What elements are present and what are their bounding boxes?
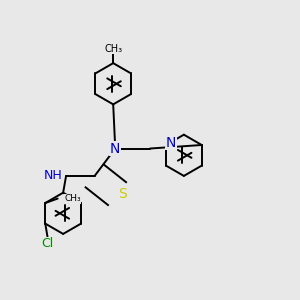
Text: NH: NH xyxy=(44,169,62,182)
Text: N: N xyxy=(166,136,176,150)
Text: Cl: Cl xyxy=(41,237,54,250)
Text: CH₃: CH₃ xyxy=(104,44,122,54)
Text: N: N xyxy=(110,142,120,155)
Text: S: S xyxy=(118,187,127,201)
Text: CH₃: CH₃ xyxy=(64,194,81,203)
